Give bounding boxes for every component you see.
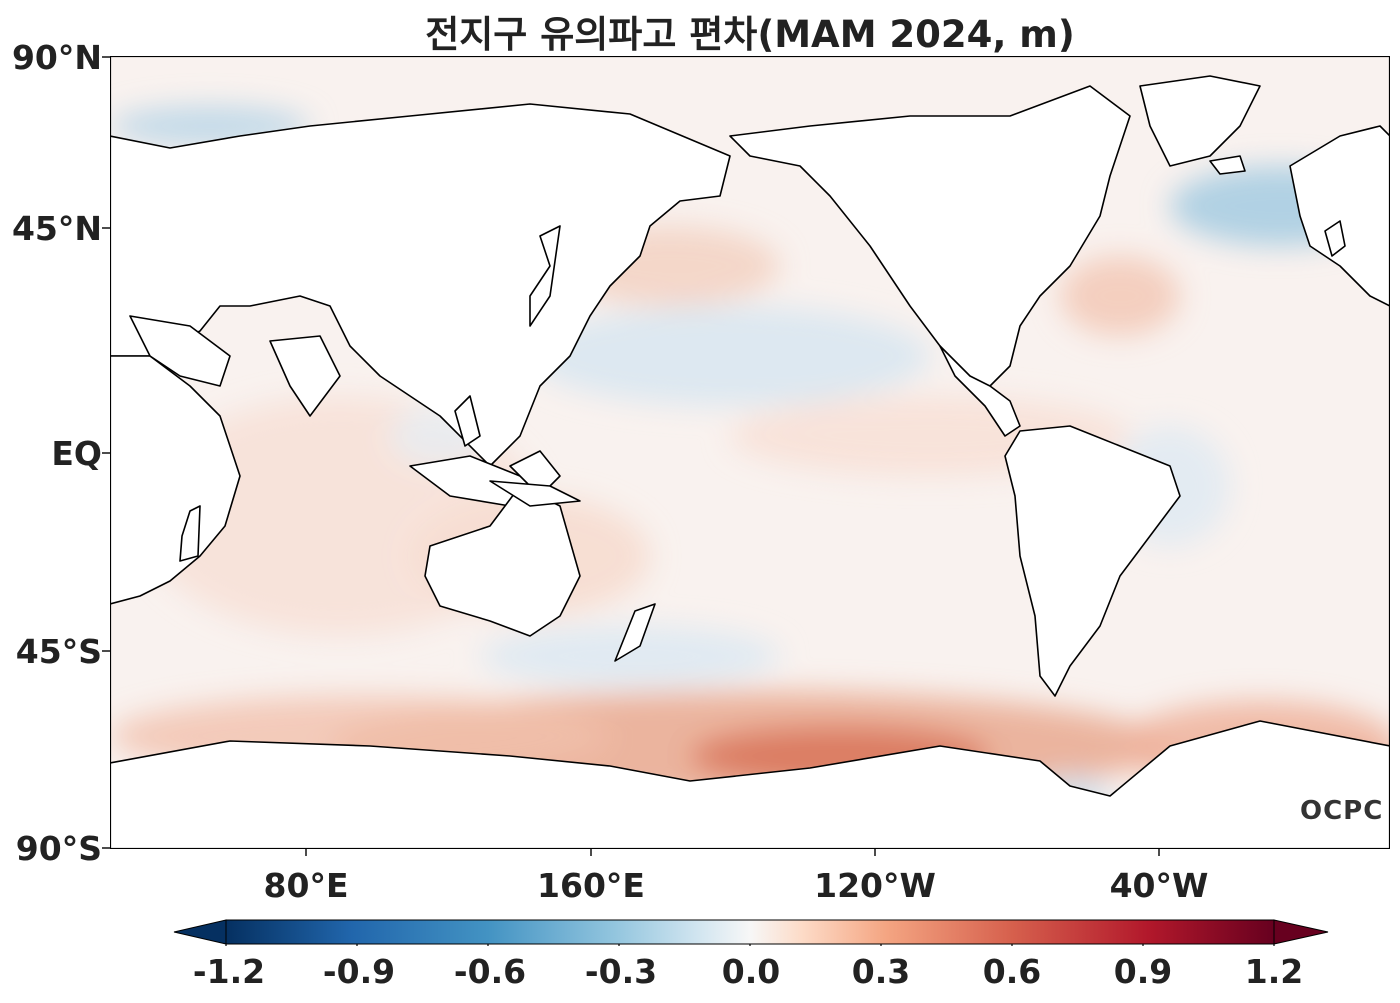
lat-label-eq: EQ	[51, 434, 102, 473]
lon-label-120w: 120°W	[814, 866, 936, 905]
coastlines	[110, 75, 1390, 849]
colorbar-ticks	[225, 944, 1275, 946]
lat-ticks	[102, 56, 110, 849]
wave-height-anomaly-map	[110, 56, 1390, 849]
colorbar-tick-label: -0.6	[453, 952, 527, 991]
colorbar-tick-label: 0.6	[982, 952, 1042, 991]
colorbar-tick-label: -1.2	[192, 952, 266, 991]
colorbar	[173, 919, 1329, 946]
colorbar-extend-high	[1273, 919, 1329, 945]
lat-label-90n: 90°N	[11, 38, 102, 77]
ocpc-logo: OCPC	[1300, 796, 1384, 826]
lon-label-80e: 80°E	[263, 866, 349, 905]
lat-label-45s: 45°S	[15, 632, 102, 671]
lon-label-160e: 160°E	[537, 866, 645, 905]
lon-label-40w: 40°W	[1109, 866, 1209, 905]
map-title: 전지구 유의파고 편차(MAM 2024, m)	[425, 13, 1075, 56]
colorbar-bar	[225, 919, 1275, 945]
lat-label-45n: 45°N	[11, 209, 102, 248]
lon-ticks	[305, 848, 1160, 856]
colorbar-tick-label: -0.3	[584, 952, 658, 991]
colorbar-tick-label: 0.3	[851, 952, 911, 991]
colorbar-tick-label: 0.0	[721, 952, 781, 991]
colorbar-tick-label: 1.2	[1244, 952, 1304, 991]
colorbar-tick-label: -0.9	[322, 952, 396, 991]
colorbar-extend-low	[173, 919, 227, 945]
colorbar-tick-label: 0.9	[1113, 952, 1173, 991]
lat-label-90s: 90°S	[15, 829, 102, 868]
